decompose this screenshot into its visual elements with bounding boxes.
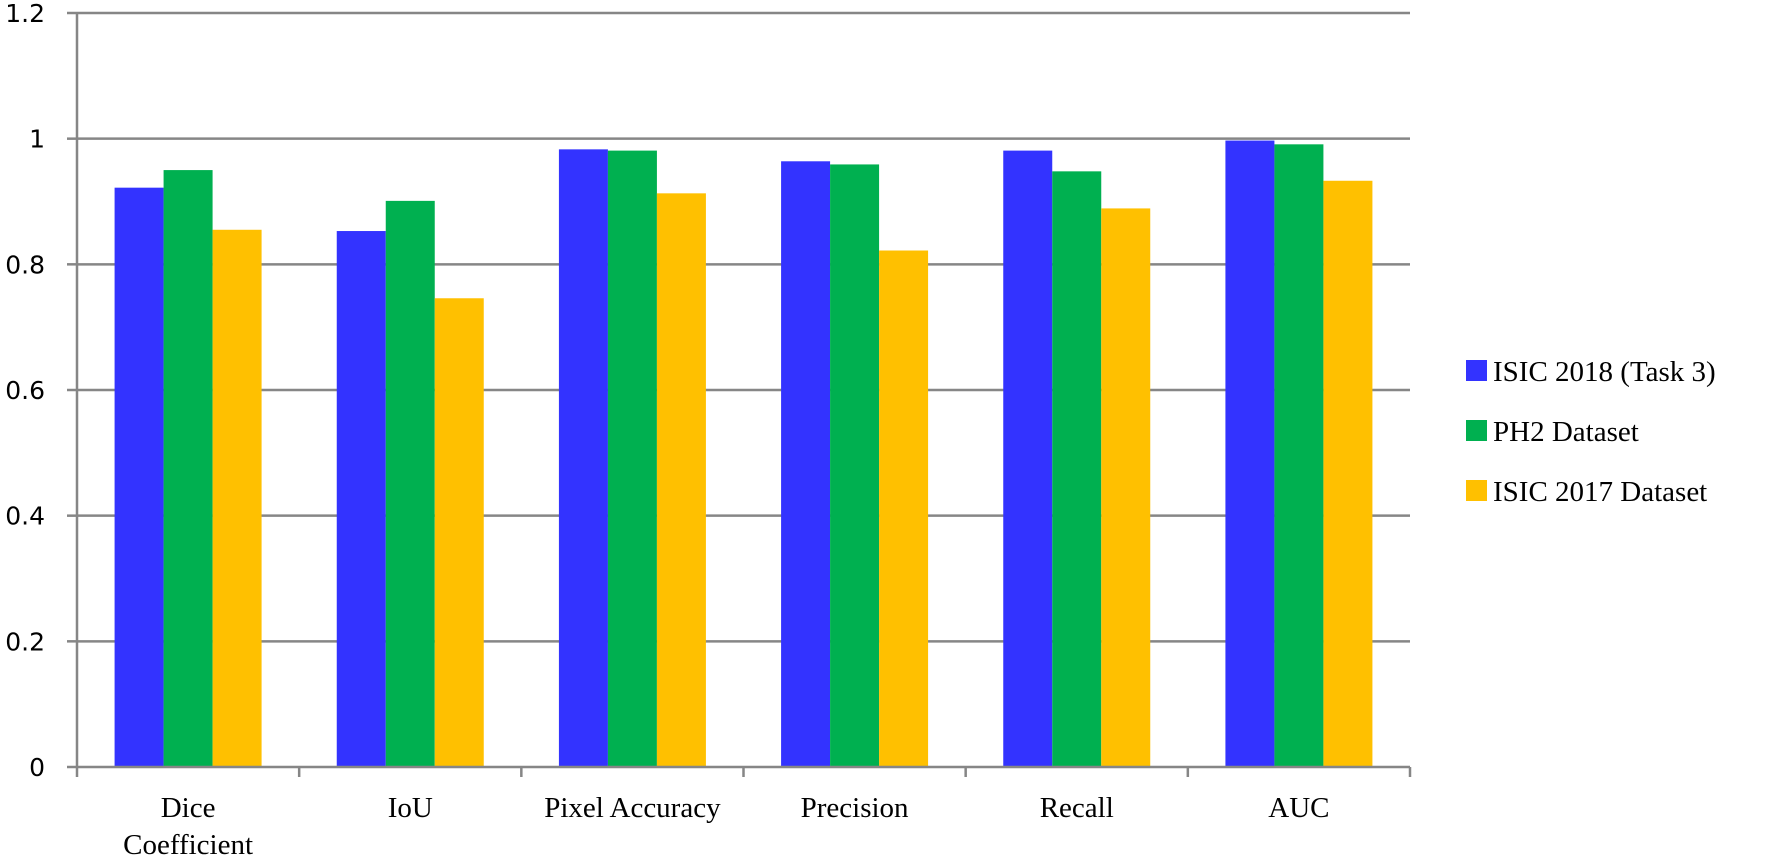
- y-tick-label: 0.2: [5, 627, 45, 656]
- bar: [656, 193, 706, 767]
- bar: [1052, 171, 1102, 768]
- bar: [212, 229, 262, 767]
- bar: [558, 149, 608, 767]
- x-tick-label: Dice: [161, 792, 216, 824]
- legend-label: PH2 Dataset: [1493, 416, 1639, 448]
- x-tick-label: Recall: [1040, 792, 1114, 824]
- bar: [1101, 208, 1151, 767]
- legend-swatch: [1466, 480, 1487, 501]
- legend-label: ISIC 2018 (Task 3): [1493, 356, 1716, 388]
- legend-swatch: [1466, 360, 1487, 381]
- bar: [385, 200, 435, 767]
- y-tick-label: 0.8: [5, 250, 45, 279]
- legend-swatch: [1466, 420, 1487, 441]
- x-tick-label: IoU: [388, 792, 433, 824]
- y-tick-label: 0: [29, 753, 45, 782]
- x-axis-ticks: Dice Coefficient IoU Pixel Accuracy Precisio…: [75, 767, 1412, 861]
- bar: [781, 161, 831, 767]
- bar: [114, 187, 164, 768]
- y-tick-label: 0.4: [5, 502, 45, 531]
- bars: [114, 140, 1373, 768]
- x-tick-label: Precision: [801, 792, 909, 824]
- bar: [1323, 180, 1373, 767]
- bar: [1274, 144, 1324, 768]
- bar: [163, 170, 213, 768]
- legend: ISIC 2018 (Task 3) PH2 Dataset ISIC 2017 D…: [1466, 356, 1716, 508]
- bar: [336, 231, 386, 767]
- bar: [879, 250, 929, 767]
- bar: [1225, 140, 1275, 768]
- bar: [434, 298, 484, 767]
- y-axis-ticks: 0 0.2 0.4 0.6 0.8 1 1.2: [5, 0, 77, 782]
- x-tick-label: AUC: [1268, 792, 1329, 824]
- bar: [1003, 150, 1053, 768]
- legend-label: ISIC 2017 Dataset: [1493, 476, 1707, 508]
- x-tick-label: Coefficient: [123, 829, 253, 861]
- x-tick-label: Pixel Accuracy: [544, 792, 721, 824]
- y-tick-label: 1.2: [5, 0, 45, 28]
- gridlines: [77, 11, 1410, 643]
- bar: [607, 150, 657, 768]
- y-tick-label: 1: [29, 125, 45, 154]
- bar: [830, 164, 880, 767]
- y-tick-label: 0.6: [5, 376, 45, 405]
